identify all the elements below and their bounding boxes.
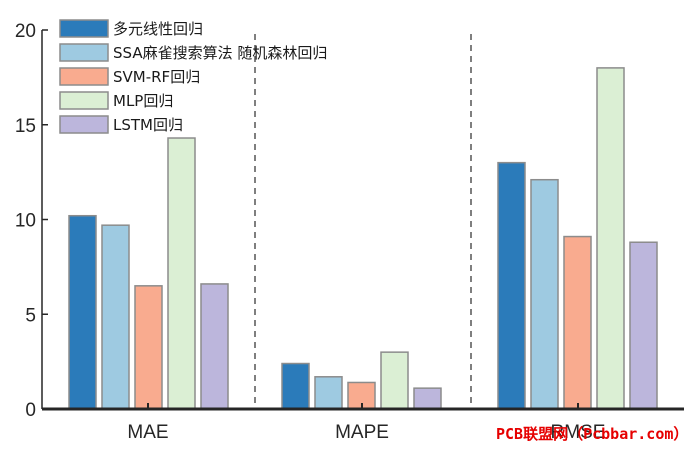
bar-mape-series-1: [281, 362, 310, 410]
y-tick-label-5: 5: [25, 305, 36, 326]
legend-label-1: 多元线性回归: [113, 20, 203, 38]
bar-mape-series-2: [314, 376, 343, 410]
x-tick-label-mape: MAPE: [335, 422, 389, 443]
y-tick-label-15: 15: [15, 116, 36, 137]
x-tick-label-rmse: RMSE: [551, 422, 606, 443]
legend-swatch-1: [59, 19, 109, 38]
legend-label-4: MLP回归: [113, 92, 173, 110]
legend-swatch-3: [59, 67, 109, 86]
y-tick-label-10: 10: [15, 211, 36, 232]
y-ticks: 0 5 10 15 20: [15, 21, 48, 421]
legend-swatch-2: [59, 43, 109, 62]
watermark: PCB联盟网（Pcbbar.com）: [496, 425, 688, 443]
bar-mae-series-1: [68, 214, 97, 410]
bar-mae-series-5: [200, 283, 229, 410]
bar-rmse-series-2: [530, 178, 559, 410]
bar-rmse-series-4: [596, 67, 625, 410]
bar-mae-series-4: [167, 137, 196, 410]
bar-mape-series-5: [413, 387, 442, 410]
category-separators: [254, 34, 472, 409]
bar-rmse-series-5: [629, 241, 658, 410]
y-tick-label-20: 20: [15, 21, 36, 42]
bar-mae-series-3: [134, 285, 163, 410]
x-tick-label-mae: MAE: [127, 422, 168, 443]
y-tick-label-0: 0: [25, 400, 36, 421]
legend-label-2: SSA麻雀搜索算法 随机森林回归: [113, 44, 327, 62]
x-ticks: MAE MAPE RMSE: [127, 403, 605, 443]
legend-label-3: SVM-RF回归: [113, 68, 200, 86]
bar-rmse-series-3: [563, 235, 592, 410]
legend-label-5: LSTM回归: [113, 116, 183, 134]
bar-rmse-series-1: [497, 161, 526, 410]
legend-swatch-5: [59, 115, 109, 134]
legend-swatch-4: [59, 91, 109, 110]
legend: 多元线性回归 SSA麻雀搜索算法 随机森林回归 SVM-RF回归 MLP回归 LSTM回…: [59, 19, 327, 134]
bar-mape-series-4: [380, 351, 409, 410]
bar-mae-series-2: [101, 224, 130, 410]
